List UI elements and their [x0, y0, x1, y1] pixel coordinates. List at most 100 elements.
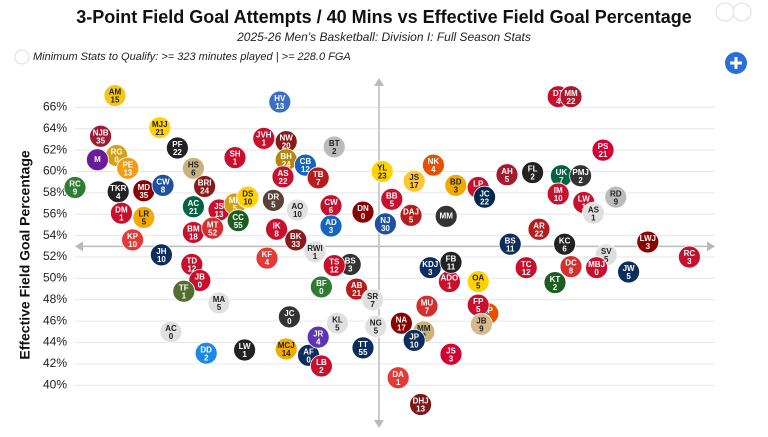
player-initials: LP: [473, 180, 484, 189]
player-initials: KF: [262, 250, 273, 259]
player-point: JB0: [188, 269, 212, 292]
player-point: CW6: [319, 194, 343, 218]
player-initials: CW: [324, 198, 338, 207]
player-number: 3: [687, 257, 692, 266]
player-bubble: [473, 185, 497, 209]
player-point: AS1: [582, 201, 605, 225]
player-initials: MR: [229, 196, 242, 205]
player-bubble: [306, 325, 330, 349]
player-bubble: [261, 188, 285, 212]
player-initials: HS: [188, 160, 200, 169]
player-point: DC8: [559, 255, 583, 279]
player-number: 21: [599, 150, 608, 159]
player-bubble: [351, 336, 375, 360]
player-number: 5: [409, 215, 414, 224]
player-point: HS6: [181, 156, 205, 180]
player-number: 18: [189, 233, 198, 242]
player-number: 5: [335, 323, 340, 332]
player-number: 23: [378, 172, 387, 181]
player-bubble: [271, 165, 295, 189]
y-tick-label: 60%: [43, 164, 67, 178]
player-initials: BB: [386, 191, 398, 200]
player-number: 2: [319, 366, 324, 375]
player-initials: AH: [501, 167, 513, 176]
player-initials: AS: [277, 169, 289, 178]
player-initials: TF: [179, 283, 189, 292]
player-point: JB9: [469, 312, 493, 336]
player-number: 14: [282, 349, 291, 358]
toggle-icon[interactable]: [715, 2, 735, 22]
player-initials: SR: [367, 292, 378, 301]
player-bubble: [591, 138, 615, 162]
player-number: 9: [73, 188, 78, 197]
player-bubble: [495, 163, 519, 187]
player-initials: JW: [623, 264, 635, 273]
player-bubble: [223, 146, 247, 170]
player-number: 9: [479, 324, 484, 333]
player-bubble: [351, 200, 375, 224]
player-point: BD3: [444, 173, 468, 197]
player-point: KL5: [325, 311, 349, 335]
player-bubble: [543, 271, 567, 295]
player-number: 1: [233, 158, 238, 167]
player-initials: AR: [533, 221, 545, 230]
player-bubble: [582, 201, 605, 225]
player-number: 5: [505, 175, 510, 184]
player-number: 52: [208, 228, 217, 237]
player-initials: TT: [358, 340, 368, 349]
player-initials: TB: [313, 170, 324, 179]
player-number: 1: [262, 138, 267, 147]
player-bubble: [569, 164, 592, 188]
player-number: 0: [114, 156, 119, 165]
player-number: 7: [559, 176, 564, 185]
player-number: 21: [352, 289, 361, 298]
player-point: M: [86, 148, 109, 172]
player-bubble: [415, 294, 439, 318]
player-initials: JC: [479, 189, 489, 198]
add-button[interactable]: [725, 52, 747, 74]
player-bubble: [277, 305, 301, 329]
player-initials: SV: [601, 247, 612, 256]
player-initials: DA: [392, 370, 404, 379]
toggle-icon[interactable]: [732, 2, 752, 22]
add-button-plus[interactable]: [730, 57, 742, 69]
player-initials: PF: [172, 140, 182, 149]
player-bubble: [521, 161, 544, 184]
player-initials: BS: [505, 236, 517, 245]
player-number: 5: [604, 255, 609, 264]
player-initials: DS: [242, 189, 254, 198]
player-point: MM: [434, 204, 458, 228]
player-number: 3: [449, 354, 454, 363]
player-number: 0: [287, 317, 292, 326]
player-initials: BF: [316, 279, 327, 288]
player-point: JS3: [439, 342, 463, 366]
player-initials: MM: [564, 89, 578, 98]
player-number: 5: [626, 272, 631, 281]
player-initials: FP: [473, 297, 484, 306]
player-initials: BT: [329, 139, 340, 148]
player-initials: JP: [409, 332, 419, 341]
player-point: LW1: [233, 338, 257, 362]
player-initials: MBJ: [588, 260, 605, 269]
player-initials: MT: [207, 220, 219, 229]
player-initials: MA: [213, 295, 226, 304]
player-number: 4: [265, 258, 270, 267]
player-number: 0: [306, 355, 311, 364]
player-bubble: [402, 328, 426, 352]
player-number: 0: [319, 287, 324, 296]
y-tick-label: 40%: [43, 377, 67, 391]
player-initials: DR: [268, 192, 280, 201]
player-initials: AM: [109, 88, 122, 97]
player-initials: AF: [303, 347, 314, 356]
